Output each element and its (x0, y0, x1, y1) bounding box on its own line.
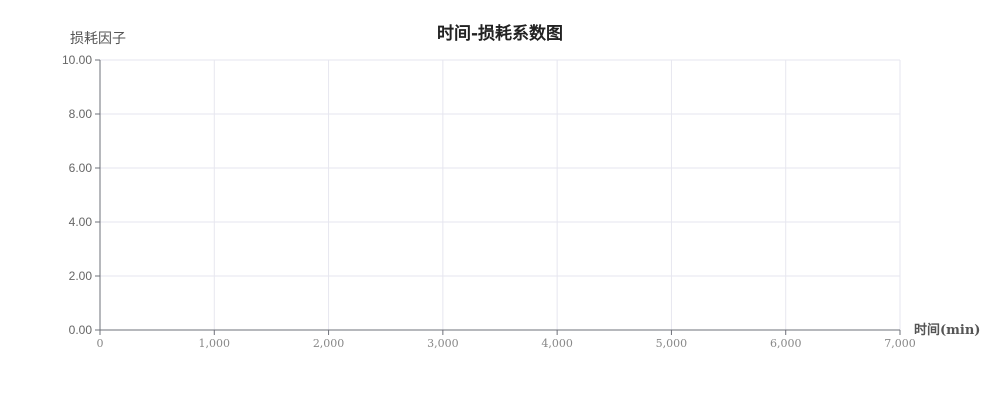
y-axis-label: 损耗因子 (70, 31, 126, 47)
x-tick-label: 1,000 (199, 337, 231, 350)
y-tick-label: 4.00 (69, 215, 93, 229)
x-tick-label: 4,000 (541, 337, 573, 350)
grid (100, 60, 900, 330)
x-tick-label: 0 (97, 337, 104, 350)
chart-title: 时间-损耗系数图 (437, 23, 563, 44)
x-tick-labels: 0 1,000 2,000 3,000 4,000 5,000 6,000 7,000 (97, 330, 916, 350)
x-tick-label: 7,000 (884, 337, 916, 350)
y-tick-label: 8.00 (69, 107, 93, 121)
y-tick-label: 2.00 (69, 269, 93, 283)
y-tick-labels: 0.00 2.00 4.00 6.00 8.00 10.00 (62, 53, 100, 337)
x-axis-label: 时间(min) (914, 322, 980, 338)
axes (100, 60, 900, 330)
x-tick-label: 5,000 (656, 337, 688, 350)
y-tick-label: 6.00 (69, 161, 93, 175)
y-tick-label: 0.00 (69, 323, 93, 337)
y-tick-label: 10.00 (62, 53, 92, 67)
x-tick-label: 2,000 (313, 337, 345, 350)
x-tick-label: 3,000 (427, 337, 459, 350)
x-tick-label: 6,000 (770, 337, 802, 350)
